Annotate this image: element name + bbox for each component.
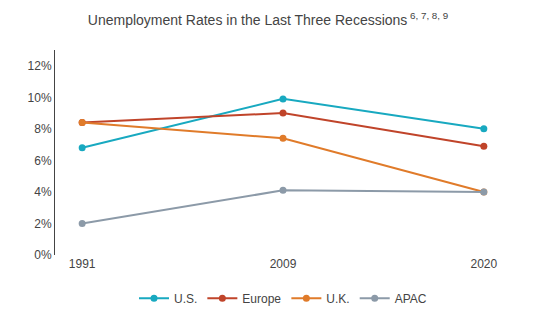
svg-text:1991: 1991 — [69, 257, 96, 271]
svg-text:2009: 2009 — [270, 257, 297, 271]
svg-text:12%: 12% — [28, 59, 52, 73]
svg-text:10%: 10% — [28, 91, 52, 105]
svg-text:U.K.: U.K. — [326, 292, 349, 306]
svg-text:4%: 4% — [34, 185, 52, 199]
svg-text:2%: 2% — [34, 217, 52, 231]
svg-text:APAC: APAC — [395, 292, 427, 306]
svg-text:2020: 2020 — [470, 257, 497, 271]
svg-text:8%: 8% — [34, 122, 52, 136]
svg-text:6%: 6% — [34, 154, 52, 168]
svg-text:0%: 0% — [34, 248, 52, 262]
svg-text:Europe: Europe — [242, 292, 281, 306]
svg-text:U.S.: U.S. — [174, 292, 197, 306]
svg-text:Unemployment Rates in the Last: Unemployment Rates in the Last Three Rec… — [88, 10, 448, 28]
